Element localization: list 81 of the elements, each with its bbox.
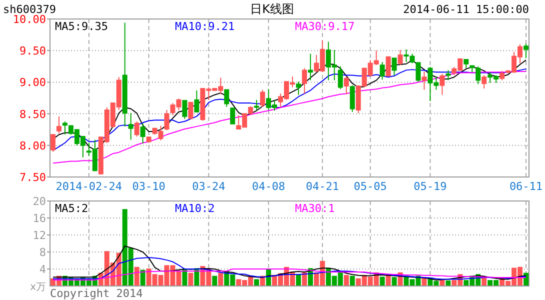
candlestick [296,81,301,96]
x-tick-label: 04-21 [306,180,339,193]
candlestick [128,112,134,140]
candlestick [230,106,236,124]
candlestick [482,74,487,90]
line-series [52,70,527,164]
candlestick [224,89,230,108]
candlestick [464,58,469,69]
text: sh600379 [3,3,56,16]
bar [296,274,301,286]
y-tick-label: 7.50 [20,171,46,184]
candlestick [422,70,427,90]
x-tick-label: 05-05 [354,180,387,193]
candlestick [524,43,528,59]
y-tick-label: 20 [32,195,46,208]
candlestick [194,90,200,114]
candlestick [470,65,475,73]
x-tick-label: 03-10 [132,180,166,193]
candlestick [260,89,266,108]
candlestick [248,106,254,116]
text: MA30:9.17 [295,20,355,33]
bar [212,276,218,286]
candlestick [350,84,355,112]
candlestick [140,122,146,144]
candlestick [344,76,349,95]
text: 2014-06-11 15:00:00 [403,3,529,16]
bar [254,279,260,286]
bar [140,270,146,286]
x-tick-label: 05-19 [414,180,447,193]
bar [134,266,140,286]
candlestick [446,70,451,81]
text: MA10:9.21 [175,20,235,33]
candlestick [188,102,194,120]
text: Copyright 2014 [50,287,144,300]
candlestick [134,120,140,138]
candlestick [338,66,343,90]
candlestick [302,68,307,94]
line-series [52,268,527,281]
candlestick [146,136,152,144]
bar [218,272,224,286]
candlestick [164,110,170,131]
bar [380,276,385,286]
chart-title: 日K线图 [250,2,294,16]
candlestick [440,73,445,96]
y-tick-label: 8 [39,246,46,259]
candlestick [392,58,397,76]
candlestick [500,70,505,81]
candlestick [476,66,481,85]
y-tick-label: 8.50 [20,108,46,121]
text: MA30:1 [295,202,335,215]
bar [188,272,194,286]
y-tick-label: 9.00 [20,76,46,90]
y-axis-title: x万 [30,282,46,293]
x-tick-label: 03-24 [192,180,226,193]
candlestick [62,120,68,136]
candlestick [122,22,128,127]
candlestick [398,49,403,66]
candlestick [308,53,313,81]
y-tick-label: 9.50 [20,44,46,58]
bar [446,280,451,286]
text: MA5:9.35 [55,20,108,33]
candlestick [254,99,260,112]
bar [392,277,397,286]
line-series [52,246,527,281]
bar [350,276,355,286]
candlestick [182,100,188,120]
text: MA5:2 [55,202,88,215]
y-tick-label: 10.00 [12,13,46,26]
bar [344,274,349,286]
text: MA10:2 [175,202,215,215]
y-tick-label: 4 [39,263,46,276]
x-tick-label: 06-11 [509,180,543,193]
y-tick-label: 8.00 [20,139,46,152]
y-tick-label: 12 [32,229,46,242]
line-series [52,257,527,280]
x-tick-label: 04-08 [252,180,286,193]
x-tick-label: 2014-02-24 [56,180,122,193]
candlestick [56,116,62,134]
y-tick-label: 16 [32,212,46,225]
candlestick [386,56,391,78]
candlestick [380,61,385,80]
